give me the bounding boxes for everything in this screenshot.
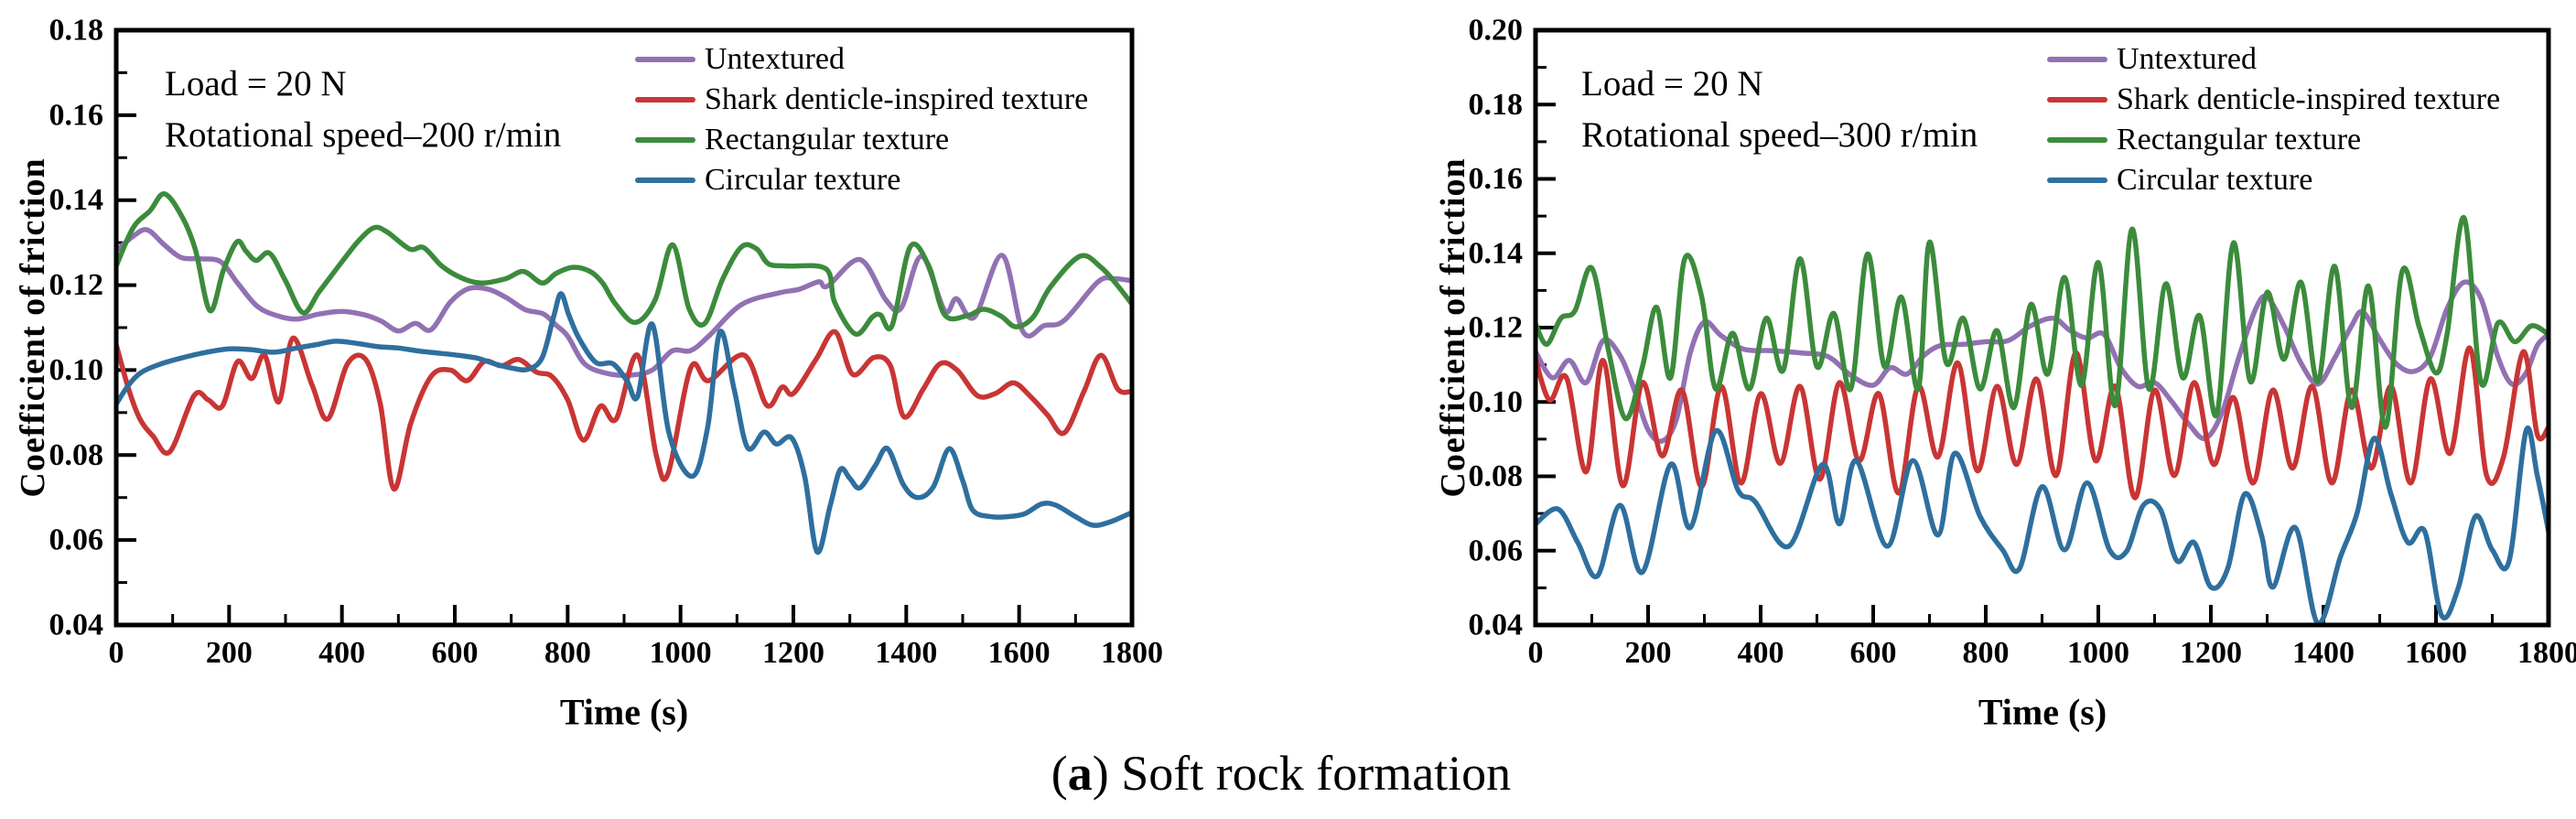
legend-item-rectangular: Rectangular texture [635,120,1088,160]
y-tick-label: 0.06 [1469,533,1524,567]
legend-label: Circular texture [2117,163,2313,197]
y-axis-title-right: Coefficient of friction [1434,157,1472,498]
legend-line-shark-swatch [635,97,695,102]
x-tick-label: 1400 [2292,636,2355,670]
x-tick-label: 200 [1625,636,1672,670]
x-tick-label: 1800 [2517,636,2576,670]
x-tick-label: 600 [1850,636,1897,670]
x-tick-label: 1000 [2067,636,2129,670]
legend-label: Shark denticle-inspired texture [705,82,1089,116]
annotation-block-right: Load = 20 N Rotational speed–300 r/min [1581,59,1978,161]
x-tick-label: 1400 [875,636,937,670]
x-tick-label: 400 [318,636,365,670]
legend-item-circular: Circular texture [2047,160,2500,200]
annotation-load-left: Load = 20 N [165,64,347,103]
y-tick-label: 0.18 [49,14,104,48]
plot-border [113,27,1135,628]
x-tick-label: 1600 [988,636,1051,670]
y-tick-label: 0.08 [1469,459,1524,493]
annotation-load-right: Load = 20 N [1581,64,1763,103]
caption-text: ) Soft rock formation [1092,746,1512,801]
x-tick-label: 800 [1963,636,2010,670]
x-tick-label: 0 [109,636,124,670]
x-tick-label: 600 [432,636,479,670]
annotation-speed-right: Rotational speed–300 r/min [1581,115,1978,155]
plot-border [1533,27,2551,628]
y-tick-label: 0.16 [49,98,104,132]
y-tick-label: 0.14 [49,183,104,217]
caption-panel-letter: a [1067,746,1093,801]
x-tick-label: 200 [206,636,253,670]
legend-label: Shark denticle-inspired texture [2117,82,2501,116]
legend-right: Untextured Shark denticle-inspired textu… [2047,39,2500,200]
chart-right: 0 200 400 600 800 1000 1200 1400 1600 1800 0.04 0.0… [1469,14,2576,671]
x-tick-label: 1600 [2405,636,2467,670]
y-tick-label: 0.04 [1469,609,1524,642]
series-line-shark-denticle-inspired-texture [116,329,1132,492]
y-tick-label: 0.20 [1469,14,1524,48]
legend-item-shark-denticle: Shark denticle-inspired texture [2047,80,2500,120]
y-tick-label: 0.12 [1469,311,1524,345]
legend-line-circular-swatch [2047,178,2107,183]
series-line-circular-texture [116,291,1132,555]
legend-line-untextured-swatch [2047,57,2107,62]
y-tick-label: 0.16 [1469,162,1524,196]
legend-item-untextured: Untextured [2047,39,2500,80]
x-tick-label: 1200 [2180,636,2242,670]
legend-label: Rectangular texture [705,123,950,156]
x-tick-label: 1800 [1101,636,1163,670]
legend-line-shark-swatch [2047,97,2107,102]
x-axis-title-right: Time (s) [1978,691,2107,733]
figure-caption: (a) Soft rock formation [1051,745,1511,802]
legend-line-rectangular-swatch [2047,137,2107,143]
x-tick-label: 800 [544,636,591,670]
legend-line-rectangular-swatch [635,137,695,143]
y-tick-label: 0.08 [49,438,104,472]
y-tick-label: 0.18 [1469,88,1524,122]
series-line-untextured [116,227,1132,379]
legend-left: Untextured Shark denticle-inspired textu… [635,39,1088,200]
y-axis-title-left: Coefficient of friction [14,157,52,498]
legend-item-shark-denticle: Shark denticle-inspired texture [635,80,1088,120]
legend-item-untextured: Untextured [635,39,1088,80]
legend-item-rectangular: Rectangular texture [2047,120,2500,160]
legend-label: Untextured [2117,42,2257,76]
y-tick-label: 0.06 [49,523,104,557]
legend-line-untextured-swatch [635,57,695,62]
y-tick-label: 0.04 [49,609,104,642]
y-tick-label: 0.10 [49,353,104,387]
legend-label: Circular texture [705,163,901,197]
series-line-rectangular-texture [116,191,1132,337]
x-tick-label: 1200 [762,636,825,670]
annotation-speed-left: Rotational speed–200 r/min [165,115,562,155]
legend-item-circular: Circular texture [635,160,1088,200]
x-tick-label: 1000 [650,636,712,670]
chart-left: 0 200 400 600 800 1000 1200 1400 1600 1800 0.04 0.0… [49,14,1164,671]
y-tick-label: 0.12 [49,268,104,302]
y-tick-label: 0.10 [1469,385,1524,419]
x-tick-label: 0 [1528,636,1544,670]
legend-label: Rectangular texture [2117,123,2362,156]
x-tick-label: 400 [1738,636,1784,670]
series-line-circular-texture [1536,426,2549,625]
caption-open-paren: ( [1051,746,1068,801]
legend-label: Untextured [705,42,845,76]
legend-line-circular-swatch [635,178,695,183]
x-axis-title-left: Time (s) [559,691,689,733]
series-line-rectangular-texture [1536,215,2549,430]
annotation-block-left: Load = 20 N Rotational speed–200 r/min [165,59,561,161]
y-tick-label: 0.14 [1469,236,1524,270]
